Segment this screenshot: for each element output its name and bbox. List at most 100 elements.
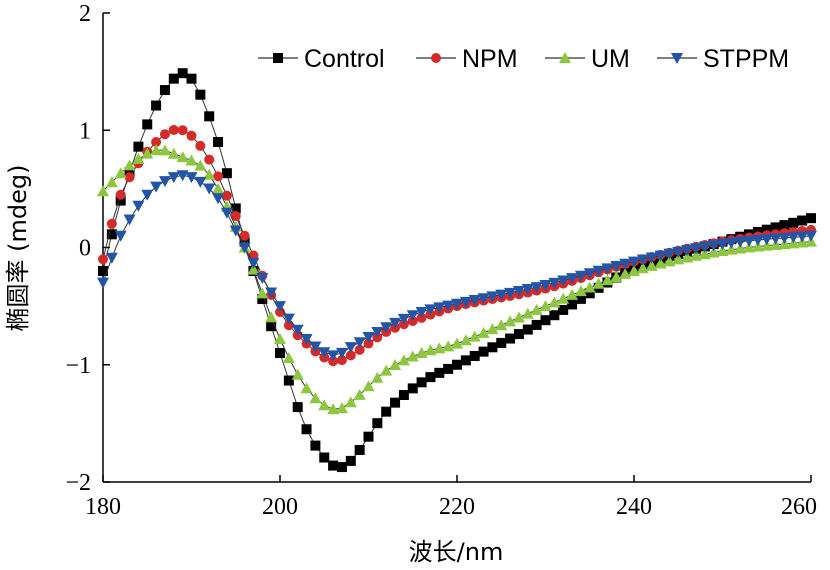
data-point xyxy=(141,189,154,201)
data-point xyxy=(291,324,304,336)
data-point xyxy=(495,289,508,301)
data-point xyxy=(336,462,347,473)
data-point xyxy=(636,262,649,274)
x-tick-label: 240 xyxy=(616,494,652,520)
data-point xyxy=(319,452,330,463)
data-point xyxy=(265,311,278,323)
data-point xyxy=(106,229,117,240)
data-point xyxy=(256,272,269,284)
data-point xyxy=(689,243,702,255)
data-point xyxy=(363,431,374,442)
data-point xyxy=(186,73,197,84)
data-point xyxy=(380,322,393,334)
data-point xyxy=(567,299,578,310)
data-point xyxy=(168,124,179,135)
data-point xyxy=(787,232,800,244)
data-point xyxy=(654,250,667,262)
data-point xyxy=(380,364,393,376)
data-point xyxy=(390,397,401,408)
data-point xyxy=(282,352,295,364)
x-tick-label: 220 xyxy=(439,494,475,520)
data-point xyxy=(443,363,454,374)
legend-marker xyxy=(559,52,571,63)
data-point xyxy=(504,315,517,327)
data-point xyxy=(522,324,533,335)
data-point xyxy=(158,144,171,156)
legend-item-npm: NPM xyxy=(416,45,518,73)
data-point xyxy=(195,89,206,100)
x-tick-label: 260 xyxy=(781,494,817,520)
data-point xyxy=(725,243,738,255)
data-point xyxy=(751,235,764,247)
data-point xyxy=(477,326,490,338)
legend-marker xyxy=(273,53,283,63)
data-point xyxy=(610,260,623,272)
data-point xyxy=(797,215,808,226)
data-point xyxy=(371,371,384,383)
data-point xyxy=(778,232,791,244)
data-point xyxy=(177,68,188,79)
data-point xyxy=(681,245,694,257)
data-point xyxy=(398,390,409,401)
data-point xyxy=(512,311,525,323)
data-point xyxy=(389,359,402,371)
data-point xyxy=(495,319,508,331)
data-point xyxy=(274,332,286,344)
data-point xyxy=(204,154,215,165)
data-point xyxy=(433,342,446,354)
data-point xyxy=(433,302,446,314)
data-point xyxy=(557,292,570,304)
series-line xyxy=(102,72,812,468)
data-point xyxy=(451,337,463,349)
data-point xyxy=(672,246,685,258)
data-point xyxy=(159,129,170,140)
data-point xyxy=(292,402,303,413)
data-point xyxy=(327,350,340,362)
data-point xyxy=(681,251,694,263)
data-point xyxy=(397,354,410,366)
data-point xyxy=(584,288,595,299)
data-point xyxy=(335,402,348,414)
data-point xyxy=(716,245,729,257)
data-point xyxy=(229,225,242,237)
data-point xyxy=(583,281,596,293)
data-point xyxy=(345,455,356,466)
data-point xyxy=(575,293,586,304)
data-point xyxy=(636,254,649,266)
data-point xyxy=(760,234,773,246)
data-point xyxy=(406,310,419,322)
data-point xyxy=(176,151,189,163)
data-point xyxy=(230,203,241,214)
data-point xyxy=(530,303,543,315)
data-point xyxy=(132,152,145,164)
data-point xyxy=(318,399,331,411)
data-point xyxy=(583,268,596,280)
legend-label: STPPM xyxy=(703,45,789,73)
data-point xyxy=(459,296,472,308)
data-point xyxy=(354,444,365,455)
data-point xyxy=(274,301,286,313)
data-point xyxy=(770,222,781,233)
data-point xyxy=(275,348,285,359)
data-point xyxy=(194,176,207,188)
data-point xyxy=(716,238,729,250)
legend-label: NPM xyxy=(462,45,518,73)
data-point xyxy=(150,144,163,156)
data-point xyxy=(300,333,313,345)
data-point xyxy=(601,274,614,286)
data-point xyxy=(212,182,225,194)
data-point xyxy=(566,273,579,285)
data-point xyxy=(539,300,552,312)
data-point xyxy=(469,350,480,361)
data-point xyxy=(415,347,428,359)
data-point xyxy=(106,218,117,229)
data-point xyxy=(521,307,534,319)
data-point xyxy=(761,224,772,235)
data-point xyxy=(574,285,587,297)
data-point xyxy=(415,306,428,318)
legend-label: UM xyxy=(591,45,630,73)
series-control xyxy=(98,68,816,473)
series-layer xyxy=(97,68,817,473)
data-point xyxy=(159,85,170,96)
data-point xyxy=(442,300,455,312)
